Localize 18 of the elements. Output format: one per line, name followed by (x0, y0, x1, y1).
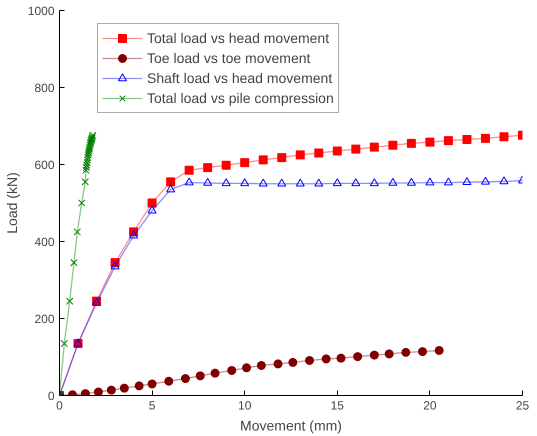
x-tick-label: 10 (238, 398, 252, 412)
y-tick-label: 400 (34, 235, 55, 249)
x-tick-label: 25 (516, 398, 530, 412)
x-tick-label: 15 (330, 398, 344, 412)
y-tick-label: 1000 (28, 4, 55, 18)
y-tick-label: 200 (34, 312, 55, 326)
y-tick-label: 800 (34, 81, 55, 95)
x-axis-title: Movement (mm) (240, 418, 342, 434)
y-tick-label: 600 (34, 158, 55, 172)
legend-label: Total load vs pile compression (147, 90, 334, 106)
x-tick-label: 20 (423, 398, 437, 412)
legend-label: Shaft load vs head movement (147, 70, 332, 86)
x-tick-label: 5 (148, 398, 156, 412)
legend-label: Toe load vs toe movement (147, 50, 310, 66)
y-axis-title: Load (kN) (4, 172, 20, 234)
y-tick-label: 0 (48, 389, 55, 403)
legend-label: Total load vs head movement (147, 30, 330, 46)
x-tick-label: 0 (56, 398, 64, 412)
